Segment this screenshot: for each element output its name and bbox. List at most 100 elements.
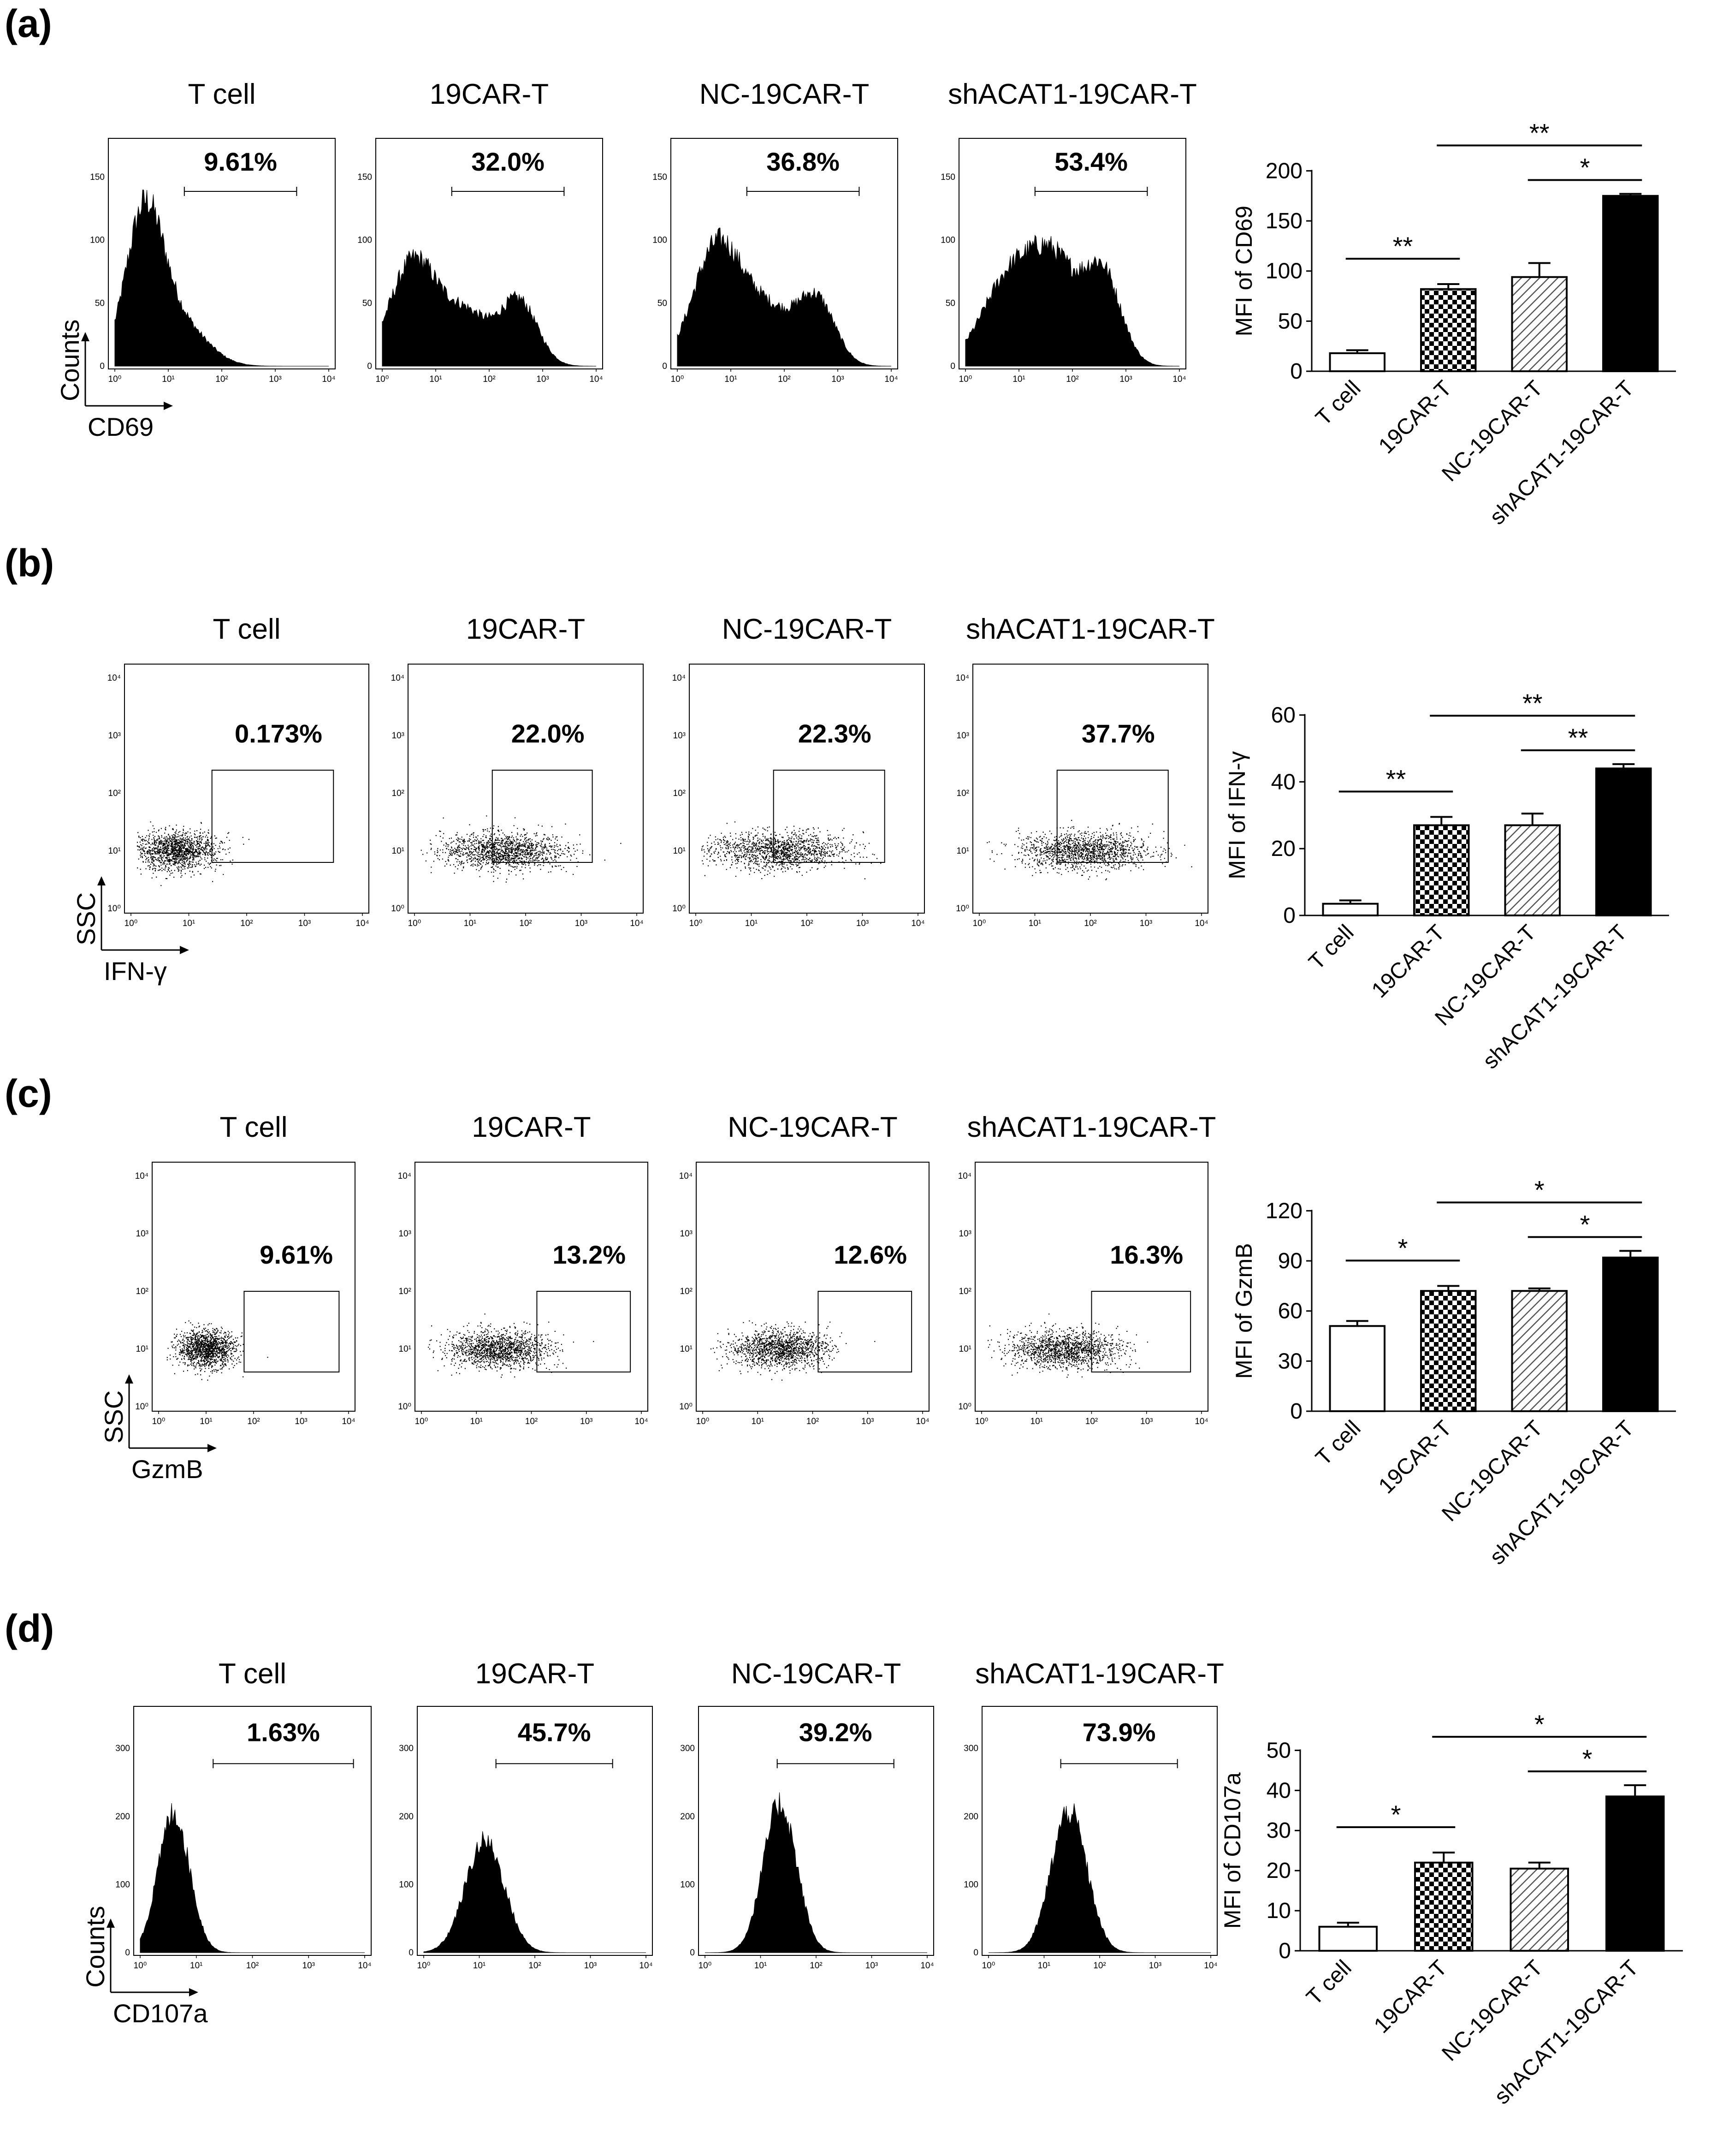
x-tick-label: 10²	[247, 1417, 260, 1426]
flow-plot-0-1: 19CAR-T 10⁰ 10¹ 10² 10³ 10⁴ 0 50 100 150 32.0%	[357, 78, 603, 384]
scatter-events	[701, 821, 882, 879]
gate-percent: 13.2%	[552, 1240, 626, 1269]
sample-title: NC-19CAR-T	[731, 1658, 901, 1690]
y-tick-label: 0	[409, 1948, 414, 1958]
category-label: 19CAR-T	[1374, 376, 1457, 458]
panel-c: (c) T cell 10⁰ 10¹ 10² 10³ 10⁴ 10⁰ 10¹ 10² 10³ 10⁴ 9…	[5, 1072, 1216, 1484]
x-tick-label: 10⁰	[959, 374, 972, 384]
y-arrowhead	[97, 876, 106, 885]
x-tick-label: 10⁰	[973, 919, 986, 928]
flow-plot-3-2: NC-19CAR-T 10⁰ 10¹ 10² 10³ 10⁴ 0 100 200 300 39.2%	[680, 1658, 934, 1971]
gate-percent: 39.2%	[799, 1718, 872, 1747]
x-tick-label: 10⁰	[689, 919, 703, 928]
x-tick-label: 10⁴	[639, 1961, 652, 1971]
plot-frame	[972, 664, 1208, 914]
y-axis-label: MFI of CD69	[1231, 206, 1257, 336]
y-tick-label: 40	[1267, 1778, 1291, 1803]
y-axis-name: Counts	[55, 320, 84, 401]
y-tick-label: 10⁰	[398, 1402, 411, 1412]
x-tick-label: 10¹	[745, 919, 758, 928]
category-label: 19CAR-T	[1367, 920, 1450, 1003]
bar-2	[1511, 1290, 1568, 1412]
y-tick-label: 10⁰	[672, 904, 686, 914]
x-tick-label: 10¹	[200, 1417, 212, 1426]
significance-mark: *	[1534, 1175, 1545, 1204]
x-tick-label: 10⁴	[1195, 1417, 1208, 1426]
y-tick-label: 10⁴	[679, 1171, 693, 1181]
y-tick-label: 150	[941, 172, 955, 182]
y-tick-label: 200	[115, 1812, 130, 1822]
y-tick-label: 10³	[108, 731, 121, 741]
y-tick-label: 10²	[399, 1287, 411, 1296]
y-tick-label: 300	[964, 1744, 978, 1753]
x-tick-label: 10¹	[724, 374, 737, 384]
y-tick-label: 10	[1267, 1899, 1291, 1923]
x-tick-label: 10³	[831, 374, 844, 384]
x-tick-label: 10⁰	[415, 1417, 428, 1426]
flow-plot-1-2: NC-19CAR-T 10⁰ 10¹ 10² 10³ 10⁴ 10⁰ 10¹ 10² 10³ 10⁴…	[672, 613, 925, 928]
x-tick-label: 10³	[1149, 1961, 1161, 1971]
scatter-events	[988, 1313, 1148, 1378]
panel-label: (c)	[5, 1072, 52, 1115]
histogram-fill	[989, 1803, 1211, 1953]
category-label: 19CAR-T	[1369, 1955, 1452, 2038]
y-tick-label: 10³	[136, 1229, 148, 1239]
x-tick-label: 10¹	[429, 374, 442, 384]
y-tick-label: 10¹	[399, 1344, 411, 1354]
x-arrowhead	[164, 402, 173, 410]
y-tick-label: 100	[652, 236, 667, 245]
category-label: NC-19CAR-T	[1437, 1955, 1547, 2066]
y-axis-label: MFI of CD107a	[1220, 1772, 1245, 1929]
y-tick-label: 10⁴	[391, 673, 404, 683]
histogram-fill	[423, 1831, 646, 1953]
significance-mark: *	[1398, 1233, 1408, 1262]
x-tick-label: 10⁰	[417, 1961, 431, 1971]
y-axis-label: MFI of IFN-γ	[1224, 751, 1250, 879]
y-tick-label: 10⁴	[135, 1171, 148, 1181]
gate-percent: 45.7%	[518, 1718, 591, 1747]
gate-box	[773, 770, 885, 863]
x-tick-label: 10³	[865, 1961, 878, 1971]
y-tick-label: 10⁰	[135, 1402, 148, 1412]
y-tick-label: 10⁴	[107, 673, 121, 683]
x-tick-label: 10⁴	[1204, 1961, 1217, 1971]
x-tick-label: 10²	[240, 919, 253, 928]
x-arrowhead	[207, 1444, 217, 1452]
y-tick-label: 100	[1266, 259, 1303, 284]
y-tick-label: 10¹	[957, 846, 969, 856]
x-tick-label: 10⁰	[982, 1961, 995, 1971]
sample-title: shACAT1-19CAR-T	[966, 613, 1215, 645]
x-arrowhead	[189, 1988, 198, 1996]
y-tick-label: 10³	[959, 1229, 971, 1239]
x-tick-label: 10⁴	[342, 1417, 355, 1426]
y-tick-label: 0	[125, 1948, 130, 1958]
y-tick-label: 150	[652, 172, 667, 182]
x-tick-label: 10⁴	[920, 1961, 934, 1971]
x-tick-label: 10⁴	[589, 374, 603, 384]
y-tick-label: 0	[1290, 1399, 1303, 1424]
x-tick-label: 10⁰	[408, 919, 421, 928]
y-tick-label: 150	[357, 172, 372, 182]
panel-label: (d)	[5, 1607, 54, 1650]
y-tick-label: 10¹	[392, 846, 404, 856]
scatter-events	[420, 815, 622, 883]
sample-title: shACAT1-19CAR-T	[948, 78, 1197, 110]
x-tick-label: 10²	[810, 1961, 822, 1971]
y-tick-label: 10³	[392, 731, 404, 741]
flow-plot-2-3: shACAT1-19CAR-T 10⁰ 10¹ 10² 10³ 10⁴ 10⁰ 10¹ 10² 1…	[958, 1111, 1216, 1426]
significance-mark: **	[1522, 689, 1543, 718]
category-label: T cell	[1302, 1955, 1356, 2010]
x-tick-label: 10²	[215, 374, 228, 384]
x-tick-label: 10³	[269, 374, 281, 384]
bar-2	[1504, 824, 1561, 917]
plot-frame	[689, 664, 925, 914]
x-tick-label: 10³	[1140, 1417, 1153, 1426]
flow-plot-1-0: T cell 10⁰ 10¹ 10² 10³ 10⁴ 10⁰ 10¹ 10² 10³ 10⁴ 0.17…	[107, 613, 369, 928]
bar-2	[1511, 276, 1568, 372]
y-tick-label: 100	[90, 236, 105, 245]
bar-chart-d: 0 10 20 30 40 50 MFI of CD107a T cell 19CAR-TNC-…	[1220, 1710, 1683, 2109]
plot-frame	[696, 1162, 930, 1412]
x-tick-label: 10³	[584, 1961, 597, 1971]
